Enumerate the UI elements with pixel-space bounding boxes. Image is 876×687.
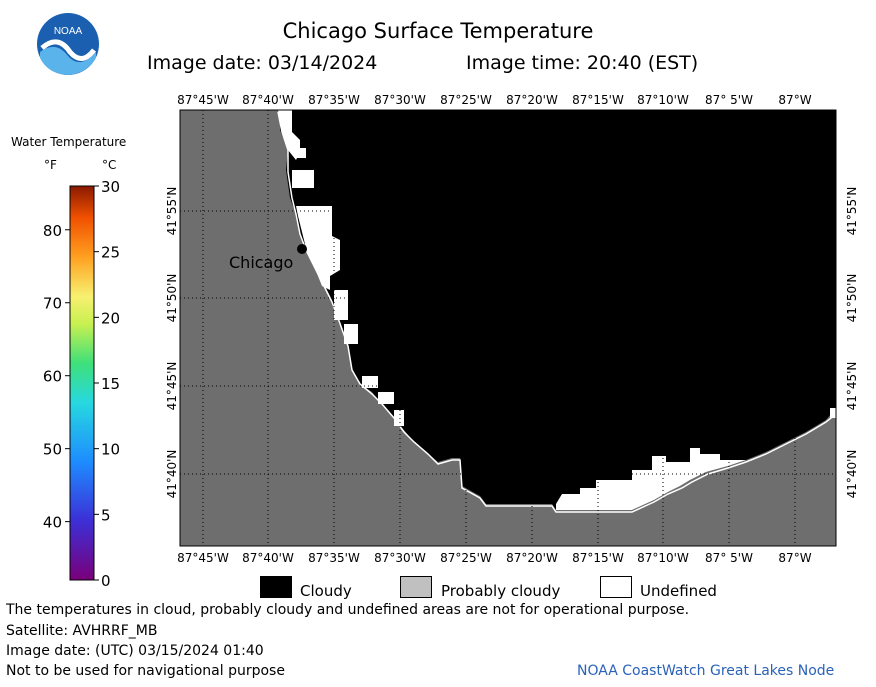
footer-credit: NOAA CoastWatch Great Lakes Node: [577, 663, 835, 679]
lon-label: 87°45'W: [177, 551, 229, 565]
legend-unit-c: °C: [102, 158, 117, 172]
lon-label: 87°30'W: [374, 93, 426, 107]
logo-text: NOAA: [54, 26, 83, 37]
lat-label-left: 41°50'N: [165, 274, 179, 323]
lon-label: 87°20'W: [506, 551, 558, 565]
lat-label-left: 41°45'N: [165, 362, 179, 411]
footer-utc-date: Image date: (UTC) 03/15/2024 01:40: [6, 643, 264, 659]
footer-disclaimer: The temperatures in cloud, probably clou…: [6, 602, 690, 618]
lon-label: 87°35'W: [308, 551, 360, 565]
key-label-cloudy: Cloudy: [300, 582, 352, 600]
legend-title: Water Temperature: [11, 135, 127, 149]
lon-label: 87°15'W: [572, 93, 624, 107]
lon-label: 87°35'W: [308, 93, 360, 107]
lon-label: 87°15'W: [572, 551, 624, 565]
undefined-areas: [278, 110, 836, 510]
lon-label: 87° 5'W: [705, 551, 753, 565]
lake-cloud-area: [280, 110, 836, 510]
graticule: [180, 110, 836, 546]
legend-c-tick: 0: [101, 572, 111, 590]
image-date: Image date: 03/14/2024: [147, 52, 378, 74]
chicago-marker: [297, 244, 307, 254]
key-label-probably-cloudy: Probably cloudy: [441, 582, 561, 600]
legend-c-tick: 10: [101, 441, 120, 459]
key-swatch-probably-cloudy: [400, 576, 432, 598]
legend-c-tick: 15: [101, 375, 120, 393]
lon-label: 87°45'W: [177, 93, 229, 107]
lat-label-right: 41°45'N: [845, 362, 859, 411]
legend-unit-f: °F: [44, 158, 57, 172]
legend-f-tick: 60: [43, 368, 62, 386]
lat-label-right: 41°50'N: [845, 274, 859, 323]
lon-label: 87° 5'W: [705, 93, 753, 107]
lon-label: 87°25'W: [440, 93, 492, 107]
image-time: Image time: 20:40 (EST): [466, 52, 699, 74]
key-swatch-undefined: [600, 576, 632, 598]
legend-f-tick: 40: [43, 514, 62, 532]
lon-label: 87°W: [778, 551, 811, 565]
legend-f-tick: 80: [43, 222, 62, 240]
lat-label-right: 41°40'N: [845, 450, 859, 499]
key-swatch-cloudy: [260, 576, 292, 598]
lon-label: 87°30'W: [374, 551, 426, 565]
legend-f-tick: 50: [43, 441, 62, 459]
lon-label: 87°W: [778, 93, 811, 107]
lat-label-right: 41°55'N: [845, 187, 859, 236]
city-label-chicago: Chicago: [229, 253, 293, 272]
legend-c-tick: 30: [101, 178, 120, 196]
lat-label-left: 41°40'N: [165, 450, 179, 499]
legend-c-tick: 25: [101, 244, 120, 262]
lon-label: 87°20'W: [506, 93, 558, 107]
lon-label: 87°10'W: [637, 551, 689, 565]
map-frame: [179, 109, 837, 547]
legend-c-tick: 20: [101, 309, 120, 327]
legend-f-tick: 70: [43, 295, 62, 313]
key-label-undefined: Undefined: [640, 582, 717, 600]
noaa-logo: NOAA: [37, 13, 99, 75]
lat-label-left: 41°55'N: [165, 187, 179, 236]
footer-navigation: Not to be used for navigational purpose: [6, 663, 285, 679]
page-title: Chicago Surface Temperature: [282, 19, 594, 43]
lon-label: 87°40'W: [242, 93, 294, 107]
footer-satellite: Satellite: AVHRRF_MB: [6, 623, 158, 639]
lon-label: 87°10'W: [637, 93, 689, 107]
legend-c-tick: 5: [101, 506, 111, 524]
lon-label: 87°40'W: [242, 551, 294, 565]
lon-label: 87°25'W: [440, 551, 492, 565]
